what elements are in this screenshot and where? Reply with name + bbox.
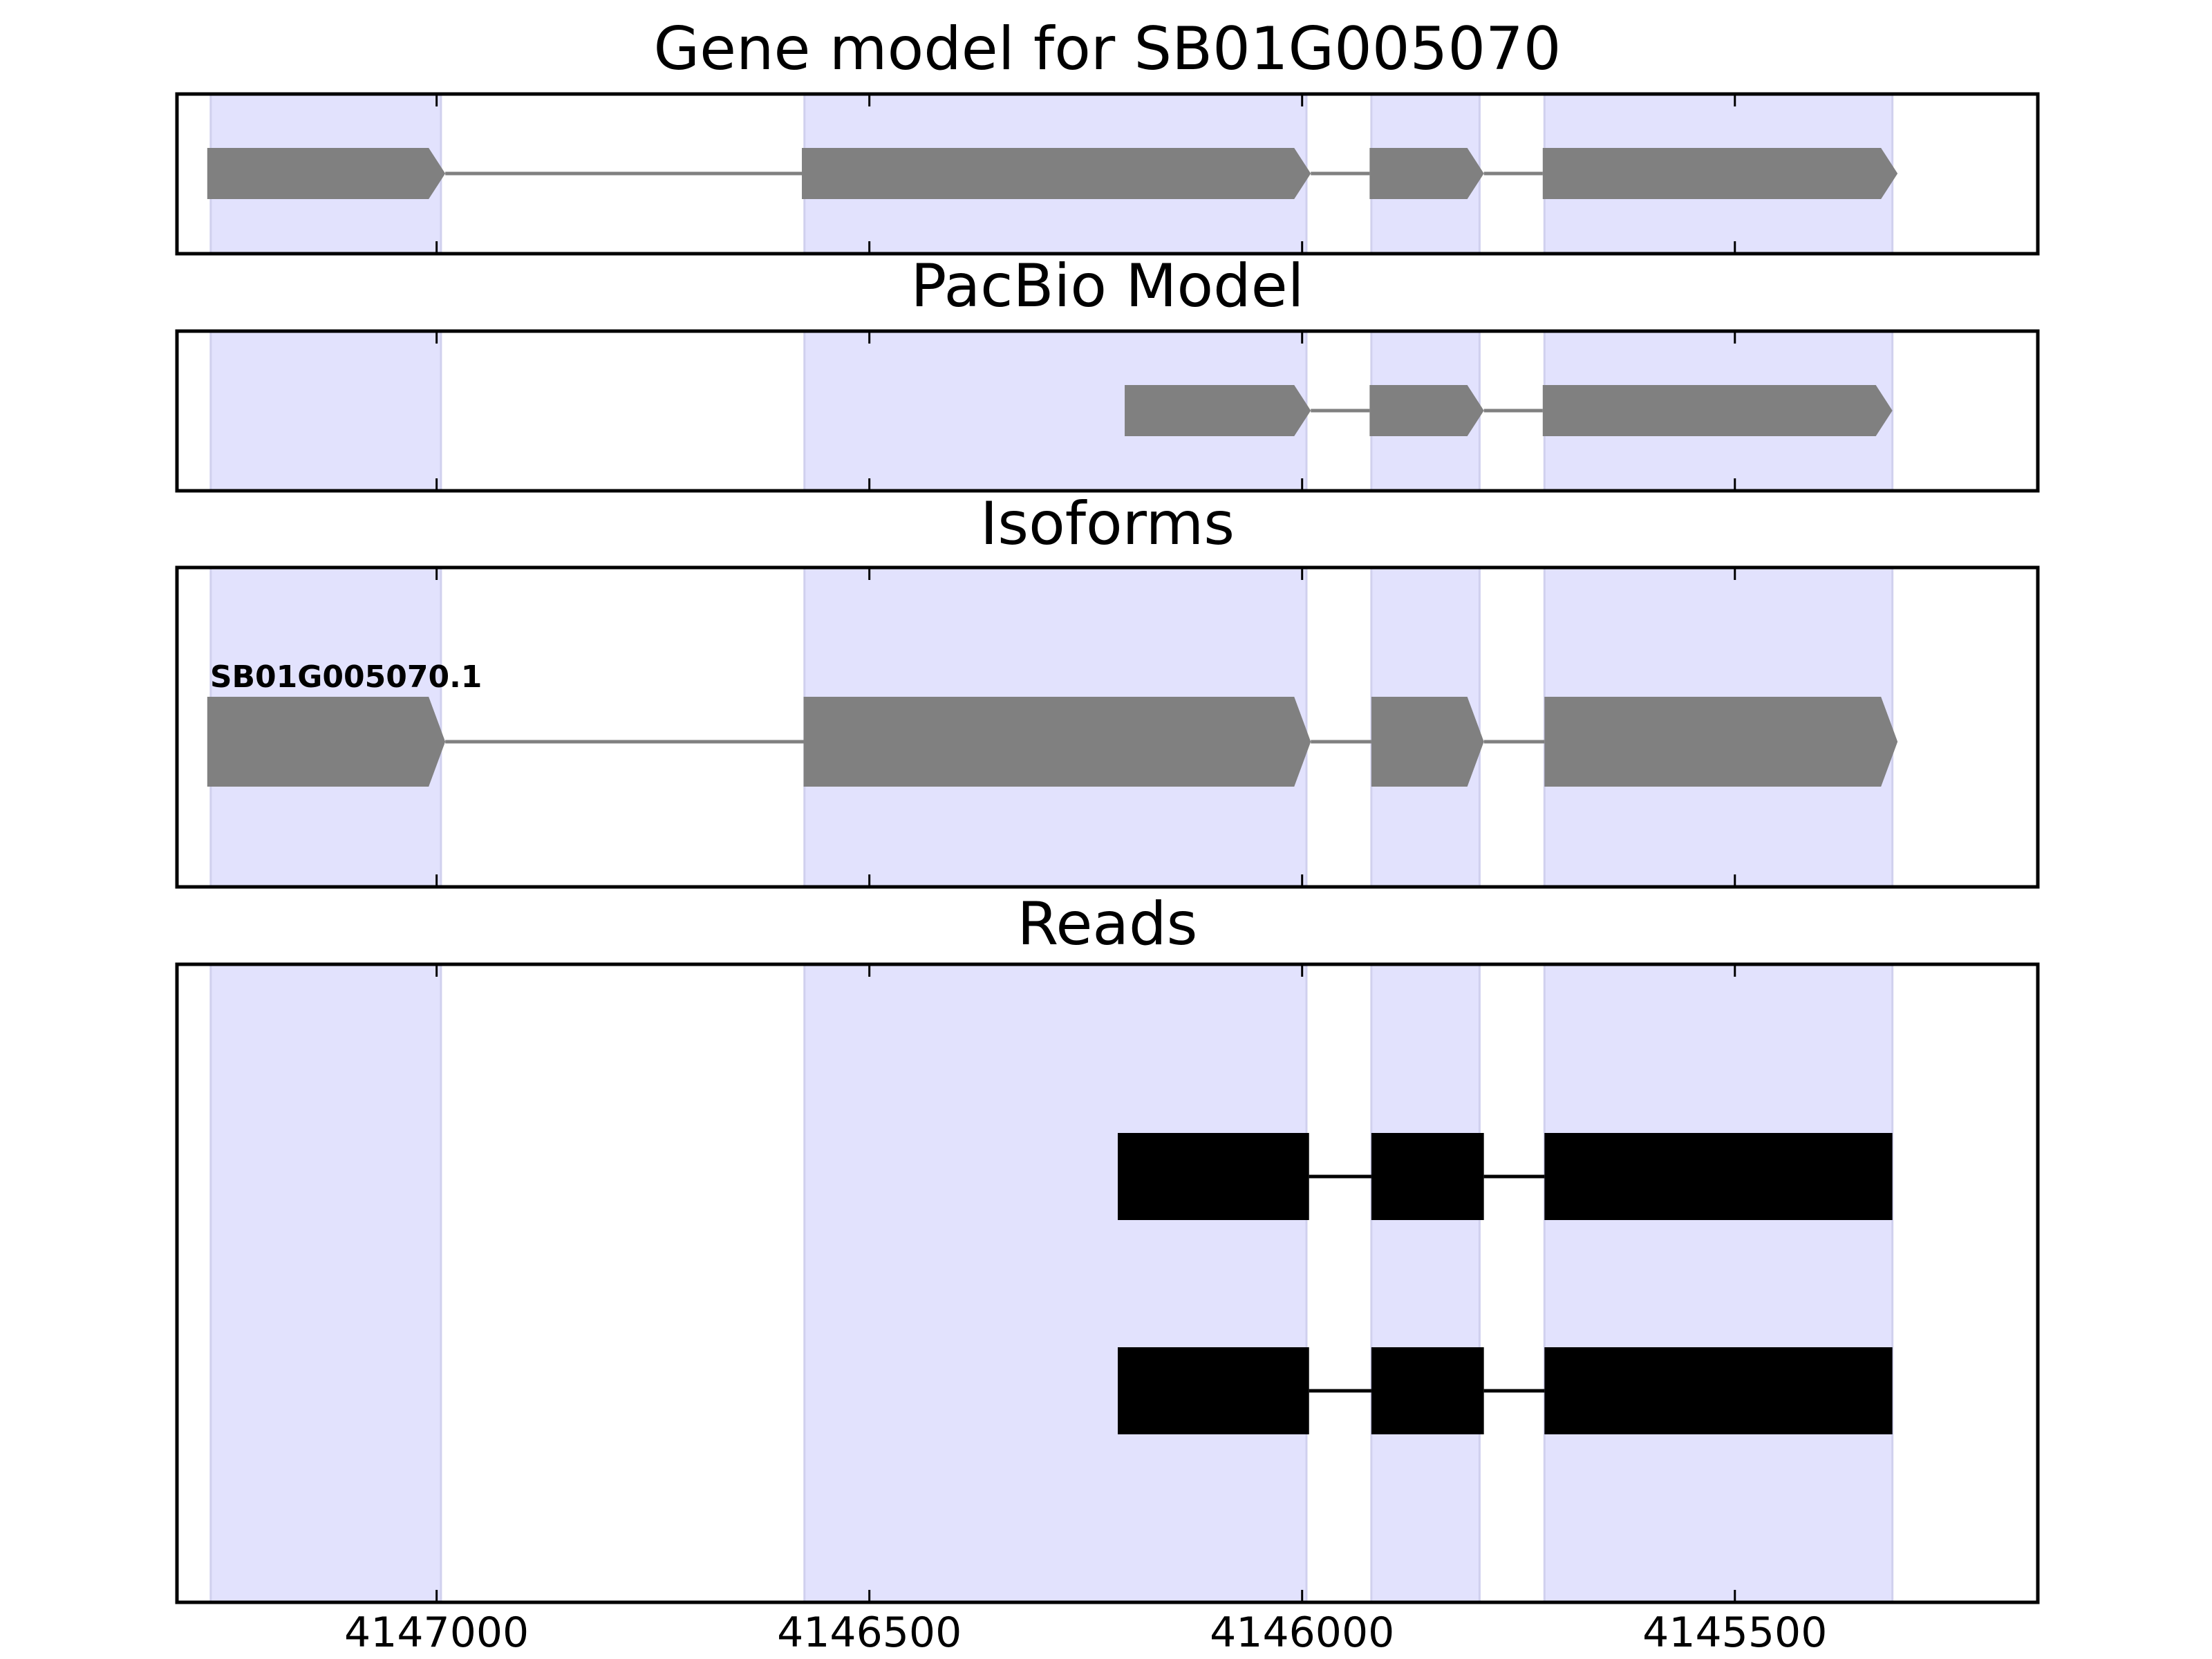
read-exon-block <box>1371 1133 1484 1220</box>
panel-title: Reads <box>1018 890 1198 959</box>
panel-title: Gene model for SB01G005070 <box>654 15 1562 84</box>
read-exon-block <box>1544 1133 1893 1220</box>
exon-shading-band <box>803 963 1308 1604</box>
exon-arrow <box>1542 385 1893 436</box>
x-tick-label: 4145500 <box>1642 1609 1827 1657</box>
panel-gene-model: Gene model for SB01G005070 <box>175 15 2040 256</box>
panel-reads: Reads <box>175 890 2040 1604</box>
exon-shading-band <box>209 330 442 492</box>
read-exon-block <box>1371 1347 1484 1434</box>
x-tick-label: 4146500 <box>777 1609 962 1657</box>
exon-arrow <box>207 697 446 787</box>
read-exon-block <box>1118 1133 1309 1220</box>
panel-title: Isoforms <box>980 489 1235 559</box>
exon-shading-band <box>209 963 442 1604</box>
x-tick-label: 4147000 <box>344 1609 529 1657</box>
exon-arrow <box>207 148 446 199</box>
exon-arrow <box>1371 697 1484 787</box>
exon-arrow <box>1542 148 1898 199</box>
panel-frame <box>175 565 2040 889</box>
isoform-label: SB01G005070.1 <box>210 659 482 695</box>
exon-arrow <box>1125 385 1311 436</box>
exon-shading-band <box>1543 963 1894 1604</box>
exon-shading-band <box>1370 963 1481 1604</box>
exon-arrow <box>802 148 1311 199</box>
x-tick-label: 4146000 <box>1210 1609 1394 1657</box>
read-exon-block <box>1544 1347 1893 1434</box>
panel-pacbio-model: PacBio Model <box>175 252 2040 493</box>
read-exon-block <box>1118 1347 1309 1434</box>
panel-frame <box>175 962 2040 1604</box>
exon-arrow <box>1369 385 1484 436</box>
panels-layer: Gene model for SB01G005070 PacBio Model Is… <box>175 15 2040 1657</box>
panel-frame <box>175 329 2040 493</box>
panel-frame <box>175 92 2040 256</box>
exon-arrow <box>1369 148 1484 199</box>
panel-isoforms: Isoforms SB01G005070.1 <box>175 489 2040 889</box>
exon-arrow <box>1544 697 1898 787</box>
exon-arrow <box>803 697 1311 787</box>
panel-title: PacBio Model <box>910 252 1304 321</box>
